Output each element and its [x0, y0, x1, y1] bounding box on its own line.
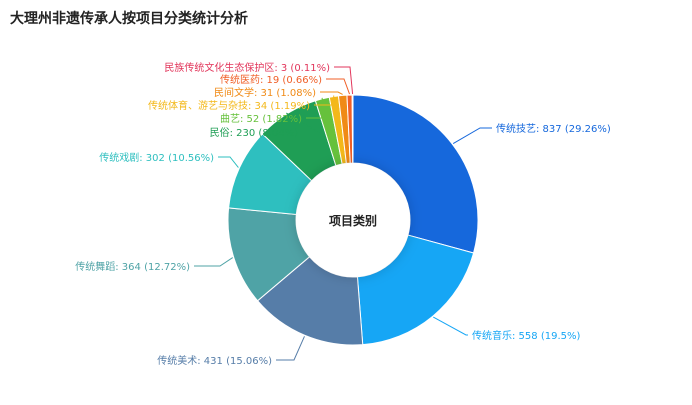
slice-label-5: 传统戏剧: 302 (10.56%): [99, 151, 214, 164]
leader-line-10: [326, 78, 351, 95]
slice-label-1: 传统技艺: 837 (29.26%): [496, 122, 611, 135]
center-label: 项目类别: [329, 213, 377, 228]
leader-line-11: [334, 66, 354, 95]
slice-1[interactable]: [352, 94, 479, 254]
slice-label-9: 民间文学: 31 (1.08%): [214, 86, 316, 99]
leader-line-9: [320, 91, 343, 95]
leader-line-2: [433, 316, 468, 336]
slice-label-6: 民俗: 230 (8.04%): [210, 127, 298, 139]
chart-title: 大理州非遗传承人按项目分类统计分析: [10, 11, 248, 27]
slice-label-8: 传统体育、游艺与杂技: 34 (1.19%): [148, 99, 310, 112]
slice-label-11: 民族传统文化生态保护区: 3 (0.11%): [164, 61, 330, 74]
leader-line-8: [314, 95, 335, 106]
leader-line-6: [286, 112, 320, 133]
leader-line-1: [452, 127, 492, 145]
slice-label-10: 传统医药: 19 (0.66%): [220, 73, 322, 86]
slice-label-2: 传统音乐: 558 (19.5%): [472, 329, 580, 342]
leader-line-3: [276, 336, 305, 361]
slice-11[interactable]: [351, 94, 354, 164]
leader-line-4: [194, 257, 233, 267]
donut-hole: [296, 163, 410, 277]
slice-label-7: 曲艺: 52 (1.82%): [220, 113, 302, 125]
leader-line-5: [218, 156, 239, 168]
slice-label-4: 传统舞蹈: 364 (12.72%): [75, 260, 190, 273]
slice-label-3: 传统美术: 431 (15.06%): [157, 354, 272, 367]
